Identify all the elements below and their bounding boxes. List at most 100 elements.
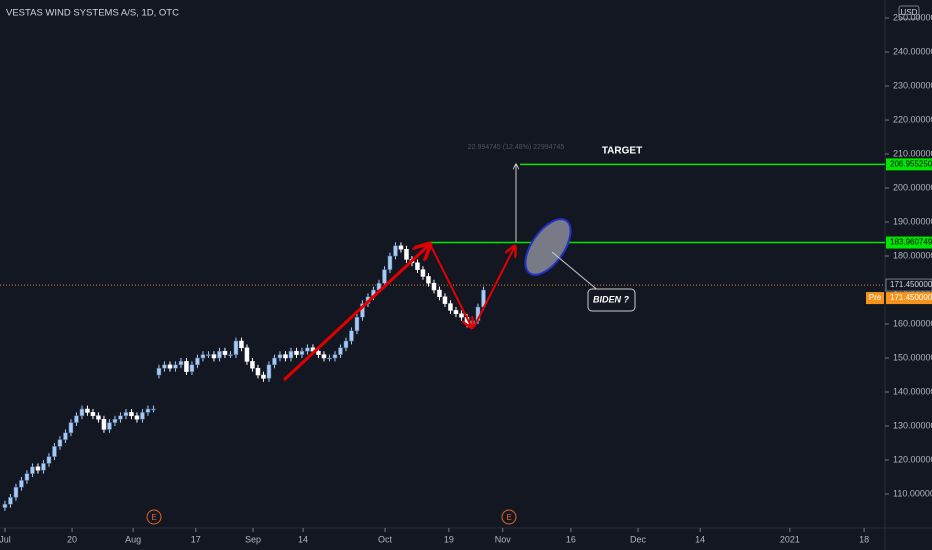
candle-body: [19, 480, 24, 488]
pre-box: [886, 292, 932, 305]
candle-body: [266, 364, 272, 379]
candle-body: [459, 313, 464, 318]
candle-body: [349, 330, 354, 342]
candle-body: [277, 354, 283, 359]
candle-body: [134, 415, 140, 420]
x-tick-label: 20: [67, 534, 77, 544]
y-tick-label: 110.000000: [893, 488, 932, 498]
callout-line: [551, 251, 601, 293]
x-tick-label: 14: [695, 534, 705, 544]
candle-body: [426, 276, 431, 284]
candle-body: [46, 456, 52, 464]
y-tick-label: 160.000000: [893, 318, 932, 328]
x-tick-label: Nov: [495, 534, 512, 544]
candle-body: [442, 296, 448, 304]
candle-body: [35, 466, 41, 471]
candle-body: [156, 367, 162, 376]
drawings: BIDEN ? TARGET 22.994745 (12.48%) 229947…: [146, 144, 642, 525]
callout-box: [587, 288, 636, 312]
x-tick-label: Sep: [245, 534, 261, 544]
y-tick-label: 180.000000: [893, 250, 932, 260]
candle-body: [415, 262, 420, 270]
candle-body: [244, 347, 250, 362]
candle-body: [206, 354, 211, 356]
candle-body: [354, 316, 360, 332]
candle-body: [437, 289, 442, 298]
candle-body: [393, 245, 398, 257]
level-label: 183.960749: [890, 238, 932, 247]
candle-body: [195, 357, 200, 366]
candle-body: [272, 357, 277, 366]
candle-body: [8, 497, 13, 505]
candle-body: [228, 354, 233, 356]
candle-body: [233, 340, 239, 355]
x-tick-label: 19: [444, 534, 454, 544]
candle-body: [2, 503, 8, 508]
candle-body: [200, 354, 206, 359]
red-arrow: [282, 244, 430, 382]
candle-body: [173, 364, 178, 369]
pre-label: 171.450000: [890, 293, 932, 302]
candle-body: [288, 350, 294, 359]
candle-body: [211, 354, 217, 359]
candle-body: [305, 347, 310, 352]
candle-body: [140, 412, 145, 420]
x-tick-label: 17: [191, 534, 201, 544]
candle-body: [129, 412, 134, 417]
candle-body: [343, 340, 349, 349]
candle-body: [332, 354, 338, 359]
candle-body: [316, 350, 321, 355]
target-text: TARGET: [602, 146, 642, 157]
earnings-marker: [146, 509, 162, 525]
candle-body: [250, 361, 255, 369]
candle-body: [151, 408, 156, 411]
earnings-marker: [501, 509, 517, 525]
candle-body: [453, 310, 459, 315]
y-tick-label: 140.000000: [893, 386, 932, 396]
level-label: 206.955250: [890, 159, 932, 168]
red-arrow: [473, 246, 515, 328]
currency-box: [898, 5, 920, 20]
callout-text: BIDEN ?: [593, 294, 630, 304]
candle-body: [470, 320, 475, 325]
candle-body: [85, 408, 90, 413]
candle-body: [178, 361, 184, 366]
y-tick-label: 130.000000: [893, 420, 932, 430]
y-tick-label: 210.000000: [893, 148, 932, 158]
candle-body: [24, 473, 30, 481]
candle-body: [145, 408, 151, 413]
candle-body: [57, 439, 63, 447]
earnings-text: E: [151, 513, 156, 522]
candle-body: [239, 340, 244, 349]
y-tick-label: 120.000000: [893, 454, 932, 464]
candle-body: [261, 374, 266, 379]
candle-body: [13, 486, 19, 498]
pre-name: Pre: [869, 293, 882, 302]
level-label-box: [886, 158, 932, 171]
candle-body: [431, 282, 437, 291]
candle-body: [123, 412, 129, 417]
candle-body: [167, 364, 173, 369]
candle-body: [107, 422, 112, 430]
y-tick-label: 240.000000: [893, 46, 932, 56]
measure-text: 22.994745 (12.48%) 22994745: [468, 144, 565, 151]
x-tick-label: 2021: [780, 534, 800, 544]
y-tick-label: 220.000000: [893, 114, 932, 124]
x-tick-label: 16: [566, 534, 576, 544]
candle-body: [52, 446, 57, 457]
x-tick-label: 14: [298, 534, 308, 544]
candle-body: [96, 415, 101, 420]
last-price-label: 171.450000: [890, 280, 932, 289]
candle-body: [184, 361, 189, 372]
y-tick-label: 150.000000: [893, 352, 932, 362]
last-price-box: [885, 278, 932, 292]
y-tick-label: 190.000000: [893, 216, 932, 226]
candle-body: [79, 408, 85, 417]
candle-body: [294, 350, 299, 355]
candle-body: [387, 255, 393, 270]
x-tick-label: Jul: [0, 534, 11, 544]
ellipse: [524, 218, 572, 276]
x-tick-label: 18: [859, 534, 869, 544]
candle-body: [420, 269, 426, 277]
